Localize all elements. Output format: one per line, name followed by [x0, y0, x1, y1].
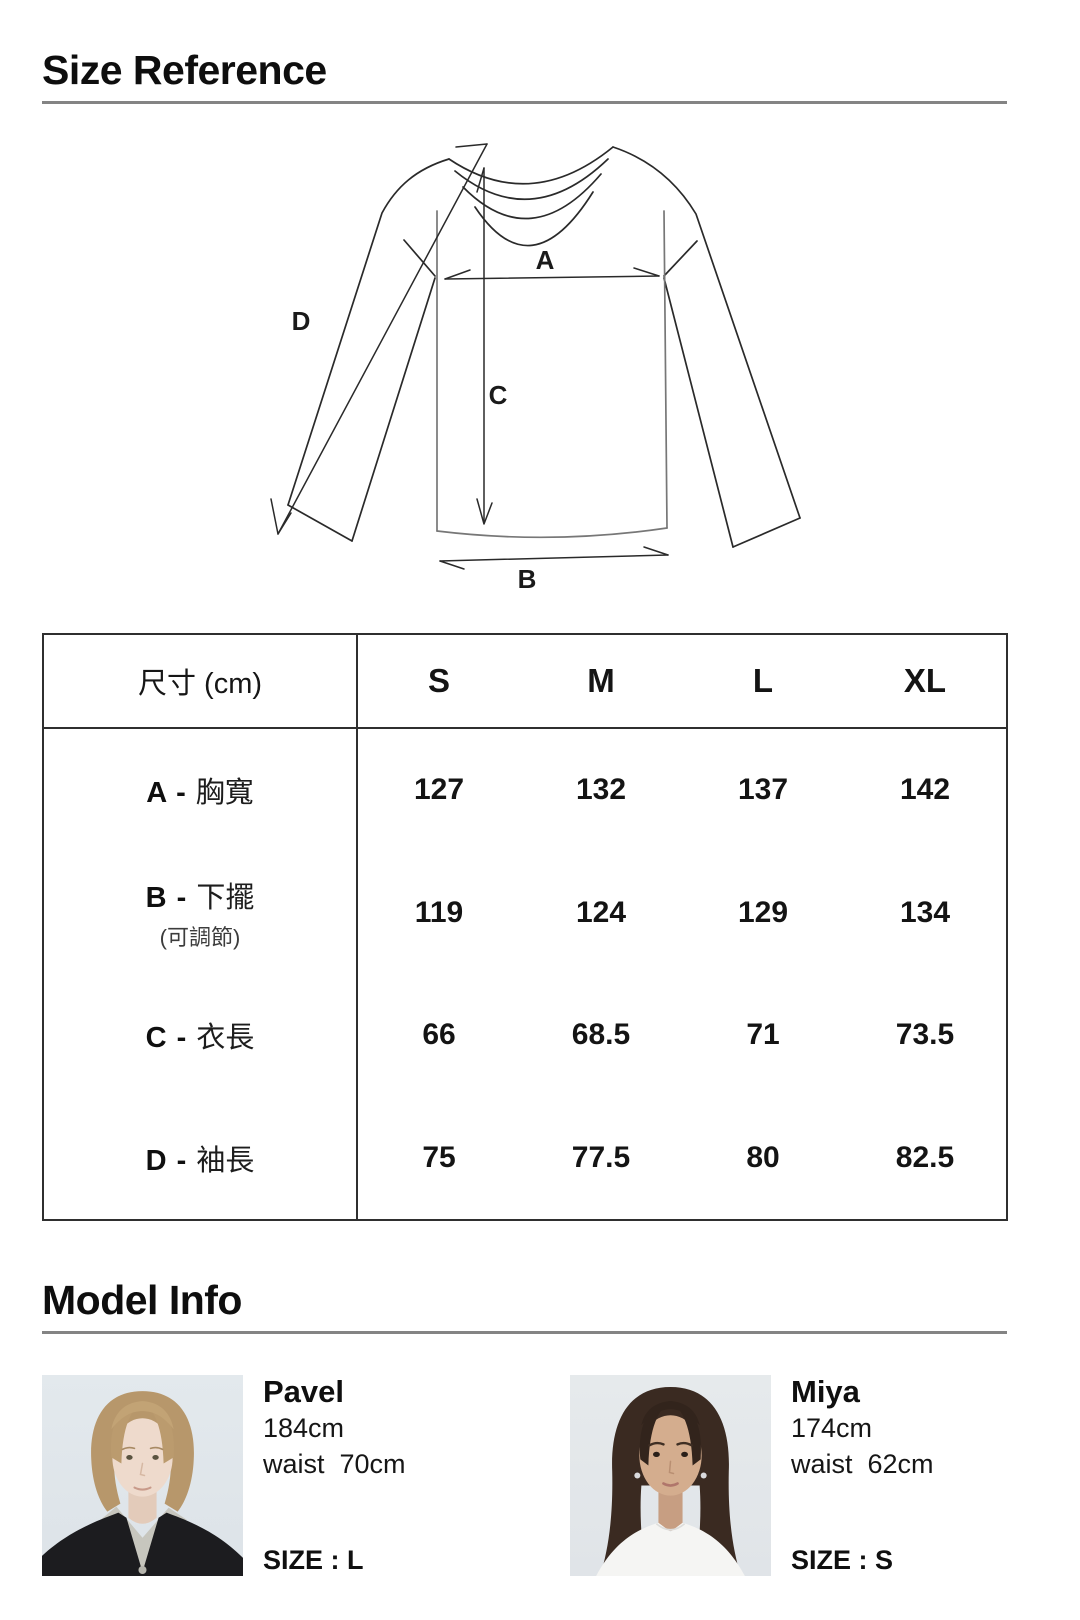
- value-cell: 66: [422, 1018, 456, 1052]
- dim-label-c: C: [489, 380, 508, 410]
- right-sleeve-outer-edge: [612, 146, 801, 519]
- value-cell: 77.5: [571, 1140, 631, 1174]
- model-name: Miya: [791, 1374, 860, 1409]
- value-cell: 73.5: [895, 1018, 955, 1052]
- value-cell: 127: [413, 773, 465, 807]
- model-card-pavel: Pavel 184cm waist 70cm SIZE : L: [42, 1374, 522, 1576]
- model-waist: waist 62cm: [791, 1449, 934, 1480]
- value-cell: 124: [575, 895, 627, 929]
- body-right-edge: [663, 210, 668, 529]
- left-cuff: [287, 504, 353, 542]
- dim-line-a: [444, 275, 660, 280]
- model-details-pavel: Pavel 184cm waist 70cm SIZE : L: [263, 1374, 406, 1576]
- dim-label-b: B: [518, 564, 537, 590]
- value-cell: 82.5: [895, 1140, 955, 1174]
- size-col-xl: XL: [844, 635, 1006, 729]
- dim-label-a: A: [536, 245, 555, 275]
- right-cuff: [732, 517, 801, 548]
- row-label-sleeve-length: D - 袖長: [44, 1096, 358, 1219]
- garment-measurement-diagram: A B C D: [0, 118, 1080, 590]
- size-table: 尺寸 (cm) S M L XL A - 胸寬 127 132 137 142 B…: [42, 633, 1008, 1221]
- value-cell: 119: [414, 895, 464, 929]
- value-cell: 129: [737, 895, 789, 929]
- left-raglan-seam: [403, 239, 436, 277]
- model-height: 184cm: [263, 1412, 345, 1443]
- collar-outer-arc: [448, 146, 614, 185]
- size-reference-divider: [42, 101, 1007, 104]
- size-col-s: S: [358, 635, 520, 729]
- model-photo-pavel: [42, 1375, 243, 1576]
- size-col-l: L: [682, 635, 844, 729]
- row-label-body-length: C - 衣長: [44, 974, 358, 1097]
- value-cell: 68.5: [571, 1018, 631, 1052]
- value-cell: 137: [737, 773, 789, 807]
- model-card-miya: Miya 174cm waist 62cm SIZE : S: [570, 1374, 1050, 1576]
- model-size: SIZE : L: [263, 1545, 364, 1575]
- shirt-diagram: A B C D: [270, 143, 801, 590]
- model-details-miya: Miya 174cm waist 62cm SIZE : S: [791, 1374, 934, 1576]
- right-raglan-seam: [663, 240, 698, 277]
- value-cell: 80: [746, 1140, 780, 1174]
- value-cell: 71: [746, 1018, 780, 1052]
- model-info-title: Model Info: [42, 1277, 242, 1323]
- left-sleeve-outer-edge: [287, 158, 450, 506]
- model-height: 174cm: [791, 1412, 873, 1443]
- value-cell: 132: [575, 773, 627, 807]
- row-label-hem-width: B - 下擺 (可調節): [44, 851, 358, 974]
- model-photo-miya: [570, 1375, 771, 1576]
- value-cell: 142: [899, 773, 951, 807]
- size-unit-header: 尺寸 (cm): [44, 635, 358, 729]
- model-size: SIZE : S: [791, 1545, 894, 1575]
- hem-line: [436, 527, 668, 539]
- value-cell: 134: [899, 895, 951, 929]
- left-sleeve-inner-edge: [351, 277, 436, 542]
- size-reference-title: Size Reference: [42, 47, 327, 93]
- row-label-chest-width: A - 胸寬: [44, 729, 358, 852]
- model-info-divider: [42, 1331, 1007, 1334]
- value-cell: 75: [422, 1140, 456, 1174]
- size-col-m: M: [520, 635, 682, 729]
- right-sleeve-inner-edge: [663, 277, 734, 548]
- dim-line-d: [277, 143, 488, 535]
- dim-line-b: [439, 554, 669, 562]
- model-name: Pavel: [263, 1374, 345, 1409]
- dim-label-d: D: [292, 306, 311, 336]
- model-waist: waist 70cm: [263, 1449, 406, 1480]
